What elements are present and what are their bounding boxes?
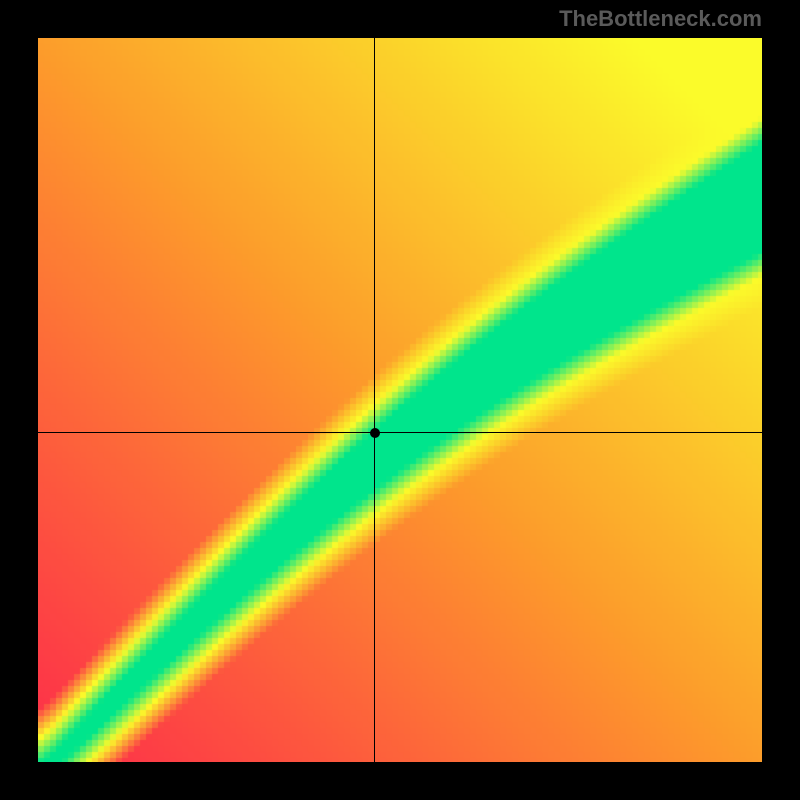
watermark-text: TheBottleneck.com (559, 6, 762, 32)
crosshair-horizontal (38, 432, 762, 433)
crosshair-point (370, 428, 380, 438)
bottleneck-heatmap (38, 38, 762, 762)
heatmap-canvas (38, 38, 762, 762)
crosshair-vertical (374, 38, 375, 762)
